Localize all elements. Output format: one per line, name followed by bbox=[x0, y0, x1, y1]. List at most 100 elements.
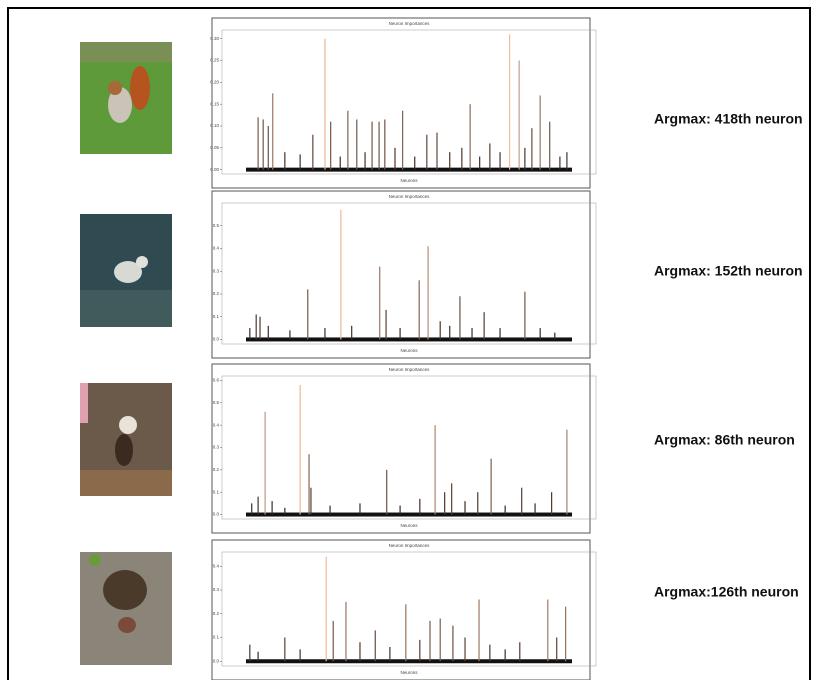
bar bbox=[356, 119, 357, 169]
x-axis-label: Neurons bbox=[400, 178, 418, 183]
bar bbox=[330, 122, 331, 170]
bar bbox=[347, 111, 348, 170]
bar bbox=[340, 210, 341, 340]
bar bbox=[551, 492, 552, 514]
bar bbox=[549, 122, 550, 170]
chart: Neuron ImportancesNeurons0.000.050.100.1… bbox=[210, 18, 596, 188]
bar bbox=[324, 39, 325, 170]
bar bbox=[449, 326, 450, 340]
bar bbox=[364, 152, 365, 169]
bar bbox=[524, 292, 525, 340]
chart-frame bbox=[212, 540, 590, 680]
bar bbox=[329, 506, 330, 515]
bar bbox=[414, 157, 415, 170]
bar bbox=[429, 621, 430, 661]
y-tick-label: 0.20 bbox=[210, 80, 219, 85]
bar bbox=[554, 333, 555, 340]
bar bbox=[249, 328, 250, 339]
bar bbox=[451, 483, 452, 514]
bar bbox=[389, 647, 390, 661]
chart-title: Neuron Importances bbox=[389, 194, 431, 199]
y-tick-label: 0.4 bbox=[213, 246, 220, 251]
bar bbox=[428, 246, 429, 339]
bar bbox=[505, 506, 506, 515]
bar bbox=[505, 649, 506, 661]
bar bbox=[272, 93, 273, 169]
y-tick-label: 0.25 bbox=[210, 58, 219, 63]
bar bbox=[440, 619, 441, 662]
y-tick-label: 0.0 bbox=[213, 337, 220, 342]
bar bbox=[464, 501, 465, 514]
y-tick-label: 0.1 bbox=[213, 489, 220, 494]
bar bbox=[385, 310, 386, 340]
bar bbox=[257, 652, 258, 662]
y-tick-label: 0.1 bbox=[213, 314, 220, 319]
bar bbox=[379, 267, 380, 340]
y-tick-label: 0.2 bbox=[213, 467, 220, 472]
bar bbox=[300, 385, 301, 515]
bar bbox=[284, 508, 285, 515]
bar bbox=[340, 157, 341, 170]
y-tick-label: 0.3 bbox=[213, 268, 220, 273]
y-tick-label: 0.3 bbox=[213, 445, 220, 450]
bar bbox=[449, 152, 450, 169]
bar bbox=[308, 454, 309, 514]
argmax-caption: Argmax: 418th neuron bbox=[654, 111, 803, 127]
bar bbox=[300, 649, 301, 661]
photo-squirrel bbox=[80, 42, 172, 154]
bar bbox=[257, 497, 258, 515]
bar bbox=[559, 157, 560, 170]
bar bbox=[310, 488, 311, 515]
bar bbox=[499, 152, 500, 169]
baseline-band bbox=[246, 659, 572, 663]
photo-dog bbox=[80, 214, 172, 327]
y-tick-label: 0.2 bbox=[213, 291, 220, 296]
bar bbox=[499, 328, 500, 339]
bar bbox=[307, 289, 308, 339]
bar bbox=[371, 122, 372, 170]
bar bbox=[284, 152, 285, 169]
bar bbox=[531, 128, 532, 169]
bar bbox=[405, 604, 406, 661]
photo-turtle bbox=[80, 552, 172, 665]
baseline-band bbox=[246, 337, 572, 341]
y-tick-label: 0.0 bbox=[213, 512, 220, 517]
bar bbox=[444, 492, 445, 514]
bar bbox=[477, 492, 478, 514]
bar bbox=[479, 157, 480, 170]
bar bbox=[470, 104, 471, 169]
bar bbox=[359, 503, 360, 514]
argmax-caption: Argmax: 86th neuron bbox=[654, 432, 795, 448]
bar bbox=[459, 296, 460, 339]
bar bbox=[509, 34, 510, 169]
bar bbox=[399, 328, 400, 339]
bar bbox=[394, 148, 395, 170]
bar bbox=[333, 621, 334, 661]
bar bbox=[289, 330, 290, 339]
chart: Neuron ImportancesNeurons0.00.10.20.30.4… bbox=[212, 364, 596, 533]
bar bbox=[464, 638, 465, 662]
bar bbox=[566, 430, 567, 515]
bar bbox=[534, 503, 535, 514]
baseline-band bbox=[246, 168, 572, 172]
bar bbox=[384, 119, 385, 169]
bar bbox=[436, 133, 437, 170]
bar bbox=[471, 328, 472, 339]
bar bbox=[324, 328, 325, 339]
bar bbox=[426, 135, 427, 170]
y-tick-label: 0.5 bbox=[213, 223, 220, 228]
baseline-band bbox=[246, 513, 572, 517]
bar bbox=[375, 630, 376, 661]
bar bbox=[519, 61, 520, 170]
bar bbox=[524, 148, 525, 170]
photo-monkey bbox=[80, 383, 172, 496]
bar bbox=[263, 119, 264, 169]
bar bbox=[259, 317, 260, 340]
bar bbox=[489, 143, 490, 169]
x-axis-label: Neurons bbox=[400, 523, 418, 528]
bar bbox=[402, 111, 403, 170]
bar bbox=[547, 600, 548, 662]
chart-frame bbox=[212, 364, 590, 533]
y-tick-label: 0.05 bbox=[210, 145, 219, 150]
